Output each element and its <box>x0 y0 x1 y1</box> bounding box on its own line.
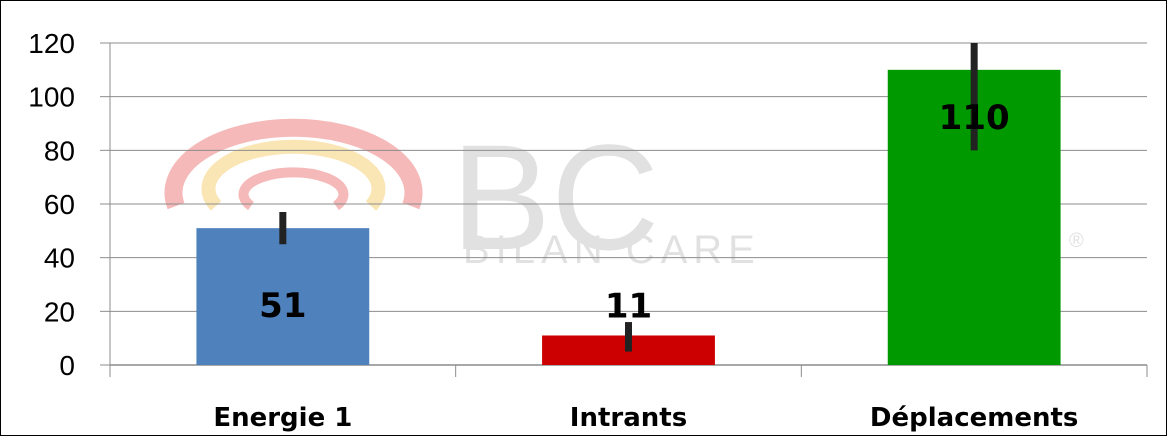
category-label-2: Déplacements <box>870 403 1078 433</box>
watermark-sub-text: BILAN CARE <box>463 228 761 272</box>
y-tick-label: 60 <box>44 189 75 220</box>
bar-0 <box>196 228 370 365</box>
data-label-0: 51 <box>259 286 306 326</box>
data-label-1: 11 <box>605 286 652 326</box>
labels: 51 Energie 1 11 Intrants 110 Déplacements <box>213 98 1078 433</box>
watermark-arc-inner <box>238 167 349 211</box>
y-tick-label: 100 <box>28 82 75 113</box>
y-tick-label: 40 <box>44 243 75 274</box>
y-tick-label: 0 <box>59 350 75 381</box>
category-label-1: Intrants <box>570 403 687 433</box>
y-tick-label: 80 <box>44 135 75 166</box>
y-tick-label: 120 <box>28 28 75 59</box>
y-tick-label: 20 <box>44 296 75 327</box>
watermark-logo: BC BILAN CARE ® <box>164 113 1084 281</box>
watermark-logo-text: BC <box>451 113 659 281</box>
error-bars <box>279 43 978 352</box>
watermark-arc-middle <box>201 139 386 211</box>
category-label-0: Energie 1 <box>213 403 352 433</box>
data-label-2: 110 <box>939 98 1010 138</box>
watermark-arc-outer <box>164 118 423 210</box>
watermark-registered-mark: ® <box>1069 230 1084 252</box>
